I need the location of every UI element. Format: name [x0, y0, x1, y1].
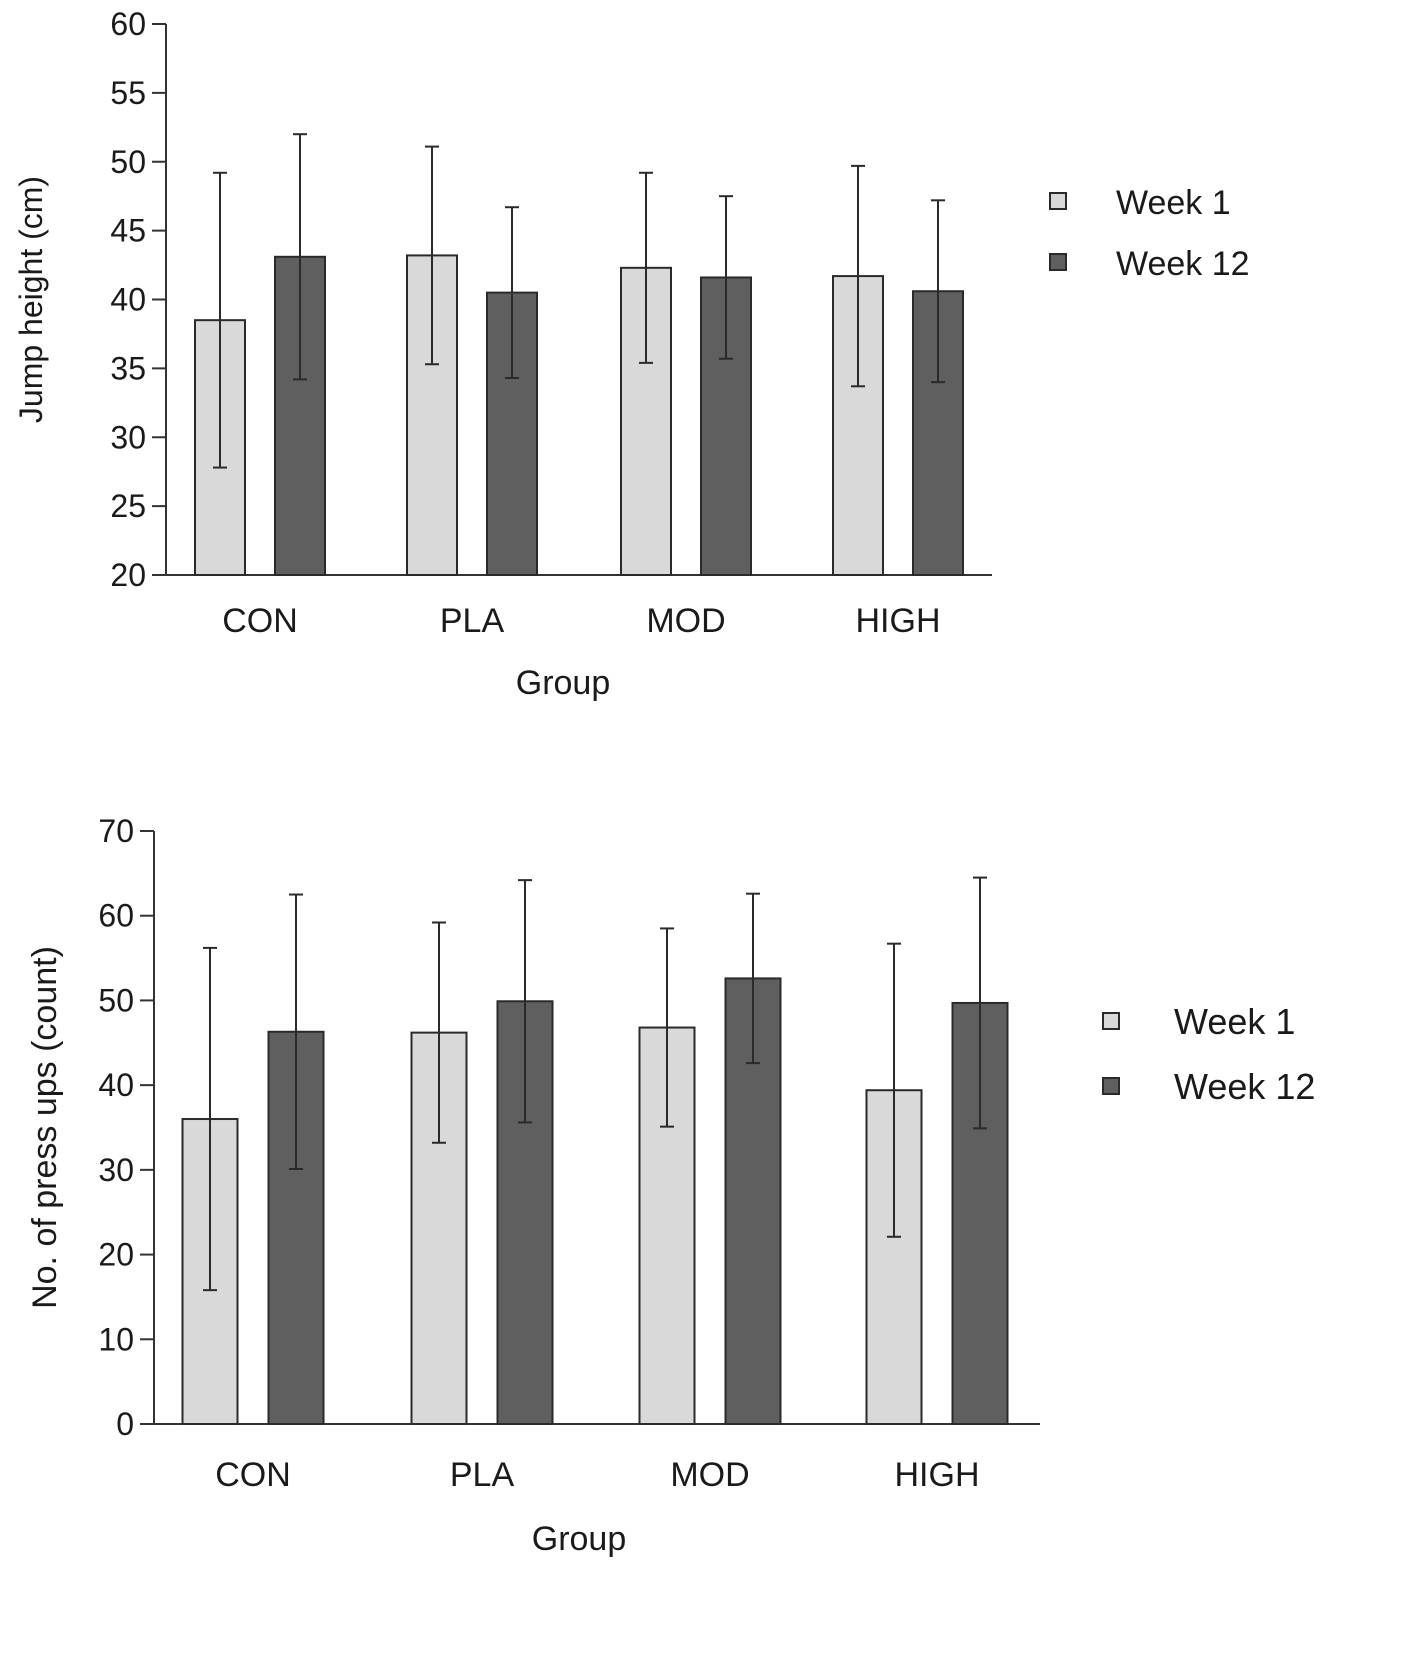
legend-swatch-week12	[1049, 253, 1067, 271]
legend-swatch-week1	[1049, 192, 1067, 210]
y-tick-label: 50	[110, 144, 146, 180]
x-tick-label: MOD	[646, 602, 725, 640]
y-tick-label: 50	[98, 982, 134, 1018]
y-tick-label: 25	[110, 488, 146, 524]
x-axis-label: Group	[532, 1520, 627, 1558]
y-tick-label: 0	[116, 1406, 134, 1442]
x-tick-label: CON	[222, 602, 298, 640]
legend-label: Week 1	[1116, 184, 1231, 222]
legend-swatch-week1	[1102, 1012, 1120, 1030]
x-tick-label: HIGH	[895, 1456, 980, 1494]
bar-pla-week12	[486, 291, 538, 576]
y-axis-label: No. of press ups (count)	[26, 946, 64, 1309]
x-tick-label: PLA	[440, 602, 505, 640]
y-tick-label: 30	[98, 1152, 134, 1188]
y-tick-label: 70	[98, 813, 134, 849]
x-tick-label: PLA	[450, 1456, 515, 1494]
legend-label: Week 1	[1174, 1001, 1295, 1042]
y-tick-label: 20	[98, 1237, 134, 1273]
y-tick-label: 40	[98, 1067, 134, 1103]
y-tick-label: 10	[98, 1321, 134, 1357]
y-tick-label: 40	[110, 282, 146, 318]
legend-label: Week 12	[1174, 1066, 1315, 1107]
y-tick-label: 45	[110, 213, 146, 249]
x-tick-label: HIGH	[856, 602, 941, 640]
y-tick-label: 20	[110, 557, 146, 593]
x-tick-label: MOD	[670, 1456, 749, 1494]
x-tick-label: CON	[215, 1456, 291, 1494]
bar-mod-week1	[620, 266, 672, 576]
y-tick-label: 60	[98, 898, 134, 934]
press-ups-chart: 0 10 20 30 40 50 60 70 CON PLA MOD HIGH Group No. of …	[26, 813, 1315, 1558]
legend-swatch-week12	[1102, 1077, 1120, 1095]
legend-label: Week 12	[1116, 245, 1250, 283]
y-tick-label: 60	[110, 6, 146, 42]
x-axis-label: Group	[516, 664, 611, 702]
jump-height-chart: 20 25 30 35 40 45 50 55 60 CON PLA MOD HIGH Group Jump…	[13, 6, 1250, 702]
y-tick-label: 30	[110, 419, 146, 455]
y-axis-label: Jump height (cm)	[13, 176, 49, 423]
y-tick-label: 55	[110, 75, 146, 111]
y-tick-label: 35	[110, 350, 146, 386]
